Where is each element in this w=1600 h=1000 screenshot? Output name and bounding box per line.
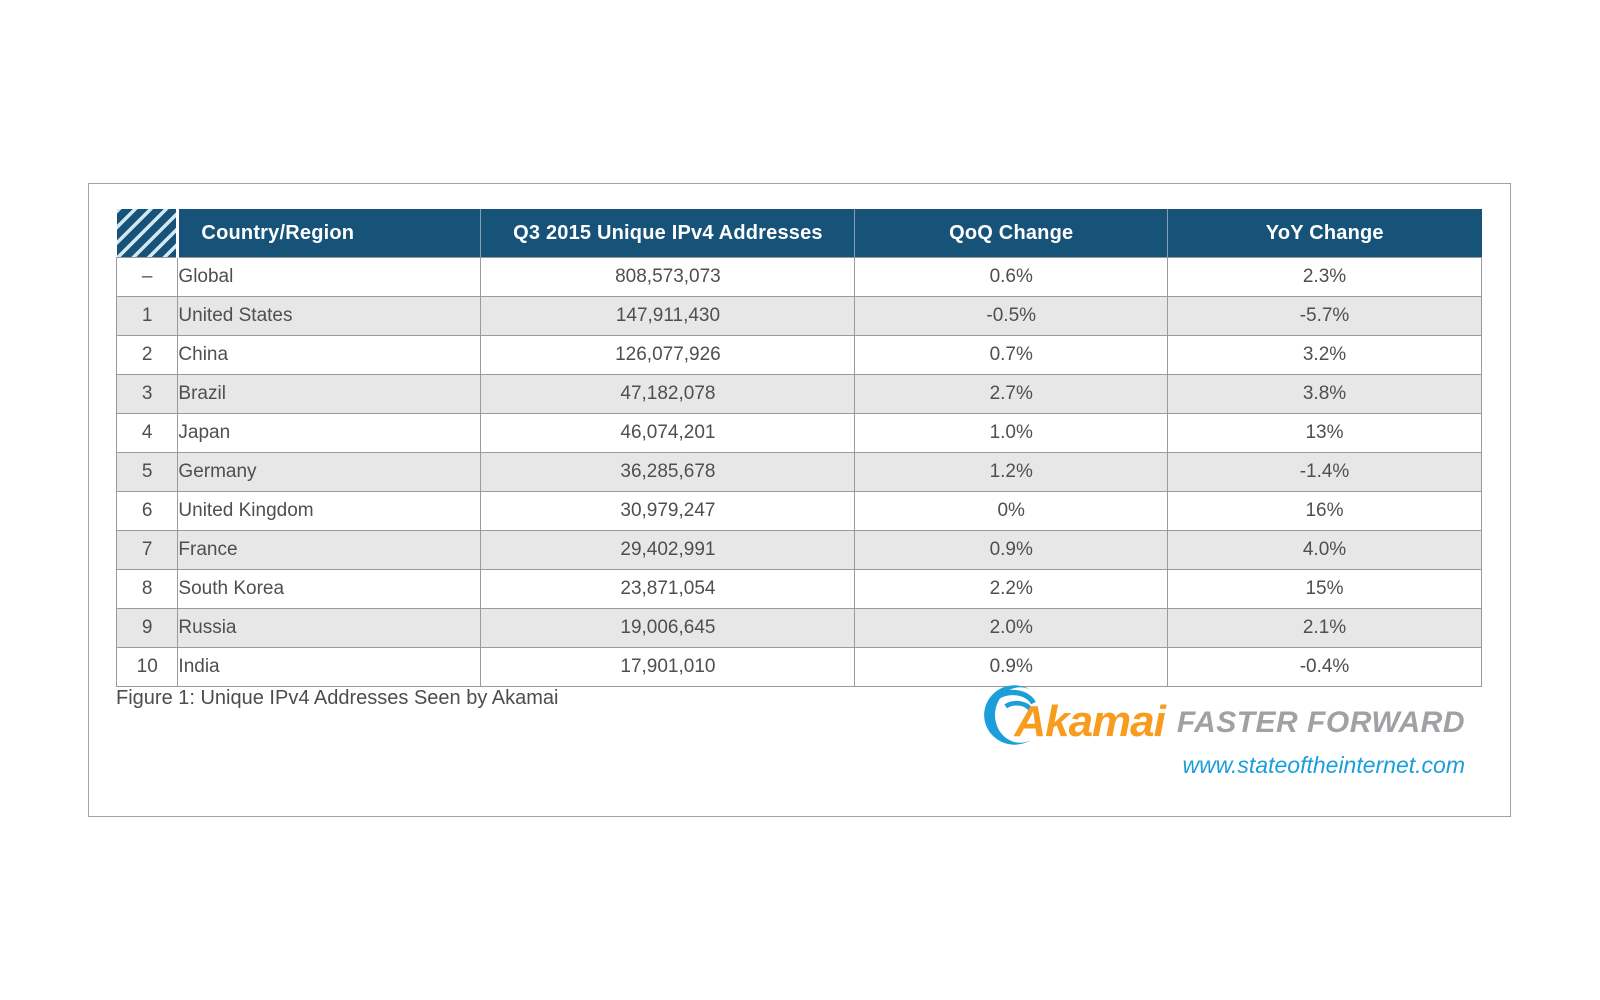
ipv4-addresses-table: Country/Region Q3 2015 Unique IPv4 Addre…: [115, 209, 1482, 687]
cell-rank: 3: [115, 374, 179, 414]
akamai-logo-block: Akamai FASTER FORWARD www.stateoftheinte…: [974, 682, 1465, 780]
cell-addresses: 30,979,247: [480, 491, 856, 531]
table-container: Country/Region Q3 2015 Unique IPv4 Addre…: [115, 209, 1482, 687]
cell-rank: 2: [115, 335, 179, 375]
cell-country: Japan: [177, 413, 482, 453]
table-row: 10 India 17,901,010 0.9% -0.4%: [115, 647, 1482, 687]
figure-panel: Country/Region Q3 2015 Unique IPv4 Addre…: [88, 183, 1511, 817]
table-row: 9 Russia 19,006,645 2.0% 2.1%: [115, 608, 1482, 648]
cell-addresses: 46,074,201: [480, 413, 856, 453]
cell-qoq: 0.9%: [854, 530, 1169, 570]
logo-row: Akamai FASTER FORWARD: [974, 682, 1465, 748]
cell-rank: 6: [115, 491, 179, 531]
akamai-wordmark: Akamai: [1014, 697, 1166, 746]
cell-qoq: 2.7%: [854, 374, 1169, 414]
akamai-tagline: FASTER FORWARD: [1176, 706, 1465, 739]
cell-addresses: 147,911,430: [480, 296, 856, 336]
cell-addresses: 29,402,991: [480, 530, 856, 570]
table-row: 4 Japan 46,074,201 1.0% 13%: [115, 413, 1482, 453]
cell-qoq: 1.0%: [854, 413, 1169, 453]
table-body: – Global 808,573,073 0.6% 2.3% 1 United States…: [115, 257, 1482, 687]
cell-yoy: -1.4%: [1167, 452, 1482, 492]
header-unique-ipv4-addresses: Q3 2015 Unique IPv4 Addresses: [480, 209, 855, 258]
cell-addresses: 808,573,073: [480, 257, 856, 297]
cell-yoy: -5.7%: [1167, 296, 1482, 336]
akamai-swirl-icon: [984, 685, 1037, 745]
cell-qoq: 0.9%: [854, 647, 1169, 687]
cell-addresses: 47,182,078: [480, 374, 856, 414]
cell-yoy: 15%: [1167, 569, 1482, 609]
hatch-pattern-cell: [116, 209, 180, 258]
header-yoy-change: YoY Change: [1167, 209, 1482, 258]
cell-qoq: 2.0%: [854, 608, 1169, 648]
cell-rank: 5: [115, 452, 179, 492]
cell-qoq: 0.7%: [854, 335, 1169, 375]
cell-qoq: 2.2%: [854, 569, 1169, 609]
cell-qoq: -0.5%: [854, 296, 1169, 336]
cell-country: Russia: [177, 608, 482, 648]
table-row: 7 France 29,402,991 0.9% 4.0%: [115, 530, 1482, 570]
cell-country: United States: [177, 296, 482, 336]
cell-rank: 7: [115, 530, 179, 570]
cell-yoy: 13%: [1167, 413, 1482, 453]
cell-addresses: 23,871,054: [480, 569, 856, 609]
cell-country: South Korea: [177, 569, 482, 609]
cell-rank: 4: [115, 413, 179, 453]
cell-yoy: 2.3%: [1167, 257, 1482, 297]
cell-country: China: [177, 335, 482, 375]
table-row: 5 Germany 36,285,678 1.2% -1.4%: [115, 452, 1482, 492]
table-row: 8 South Korea 23,871,054 2.2% 15%: [115, 569, 1482, 609]
table-row: 3 Brazil 47,182,078 2.7% 3.8%: [115, 374, 1482, 414]
cell-addresses: 36,285,678: [480, 452, 856, 492]
cell-country: Global: [177, 257, 482, 297]
cell-rank: 1: [115, 296, 179, 336]
cell-country: Germany: [177, 452, 482, 492]
cell-rank: –: [115, 257, 179, 297]
cell-yoy: 3.2%: [1167, 335, 1482, 375]
cell-qoq: 1.2%: [854, 452, 1169, 492]
header-country-region: Country/Region: [177, 209, 481, 258]
cell-yoy: 16%: [1167, 491, 1482, 531]
cell-yoy: -0.4%: [1167, 647, 1482, 687]
cell-yoy: 3.8%: [1167, 374, 1482, 414]
cell-addresses: 19,006,645: [480, 608, 856, 648]
table-row: 2 China 126,077,926 0.7% 3.2%: [115, 335, 1482, 375]
header-row: Country/Region Q3 2015 Unique IPv4 Addre…: [116, 209, 1482, 258]
cell-qoq: 0%: [854, 491, 1169, 531]
cell-addresses: 17,901,010: [480, 647, 856, 687]
cell-rank: 8: [115, 569, 179, 609]
cell-addresses: 126,077,926: [480, 335, 856, 375]
cell-rank: 9: [115, 608, 179, 648]
cell-country: Brazil: [177, 374, 482, 414]
figure-caption: Figure 1: Unique IPv4 Addresses Seen by …: [116, 687, 559, 709]
cell-country: France: [177, 530, 482, 570]
cell-qoq: 0.6%: [854, 257, 1169, 297]
table-header: Country/Region Q3 2015 Unique IPv4 Addre…: [116, 209, 1482, 258]
table-row: 1 United States 147,911,430 -0.5% -5.7%: [115, 296, 1482, 336]
table-row: 6 United Kingdom 30,979,247 0% 16%: [115, 491, 1482, 531]
cell-rank: 10: [115, 647, 179, 687]
cell-country: United Kingdom: [177, 491, 482, 531]
header-qoq-change: QoQ Change: [854, 209, 1168, 258]
stateoftheinternet-url: www.stateoftheinternet.com: [1182, 752, 1465, 778]
cell-yoy: 4.0%: [1167, 530, 1482, 570]
table-row: – Global 808,573,073 0.6% 2.3%: [115, 257, 1482, 297]
cell-country: India: [177, 647, 482, 687]
cell-yoy: 2.1%: [1167, 608, 1482, 648]
